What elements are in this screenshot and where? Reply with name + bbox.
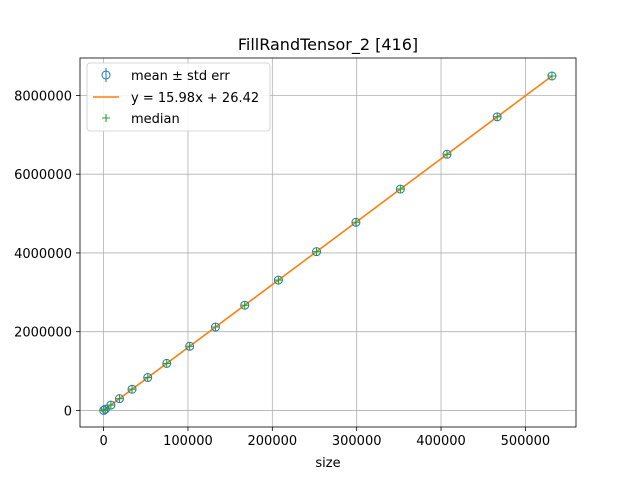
legend-box xyxy=(86,62,271,132)
x-tick-label: 500000 xyxy=(501,434,551,449)
fit-line xyxy=(103,75,553,412)
median-point xyxy=(115,394,124,403)
x-tick-label: 100000 xyxy=(163,434,213,449)
median-point xyxy=(106,401,115,410)
median-point xyxy=(185,342,194,351)
median-point xyxy=(493,112,502,121)
legend-fit-label: y = 15.98x + 26.42 xyxy=(131,91,259,106)
x-axis-label: size xyxy=(315,456,340,471)
median-point xyxy=(274,276,283,285)
median-point xyxy=(128,385,137,394)
y-tick-label: 4000000 xyxy=(14,247,72,262)
legend-mean-marker xyxy=(101,70,111,80)
median-point xyxy=(547,71,556,80)
median-point xyxy=(211,323,220,332)
median-point xyxy=(143,373,152,382)
legend: mean ± std err y = 15.98x + 26.42 median xyxy=(86,62,271,132)
median-point xyxy=(240,301,249,310)
median-point xyxy=(396,185,405,194)
median-point xyxy=(312,247,321,256)
chart-title: FillRandTensor_2 [416] xyxy=(238,35,418,55)
grid xyxy=(80,58,576,427)
median-point xyxy=(443,150,452,159)
y-tick-label: 8000000 xyxy=(14,89,72,104)
y-tick-label: 0 xyxy=(64,404,72,419)
legend-median-label: median xyxy=(131,112,180,127)
axes: 0 100000 200000 300000 400000 500000 0 2000000 4… xyxy=(14,57,577,449)
median-point xyxy=(101,405,110,414)
x-tick-label: 400000 xyxy=(416,434,466,449)
x-tick-label: 200000 xyxy=(248,434,298,449)
axes-frame xyxy=(79,57,577,428)
legend-median-marker xyxy=(102,114,110,122)
y-tick-label: 2000000 xyxy=(14,326,72,341)
plot-area xyxy=(99,71,557,415)
x-tick-label: 300000 xyxy=(332,434,382,449)
y-tick-label: 6000000 xyxy=(14,168,72,183)
legend-mean-label: mean ± std err xyxy=(131,69,230,84)
median-point xyxy=(162,359,171,368)
x-tick-label: 0 xyxy=(99,434,107,449)
median-point xyxy=(351,218,360,227)
median-point xyxy=(99,406,108,415)
